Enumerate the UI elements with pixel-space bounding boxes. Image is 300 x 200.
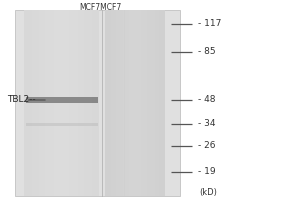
Bar	[112, 10, 114, 196]
Bar	[138, 10, 140, 196]
Bar	[50, 10, 52, 196]
Bar	[134, 10, 135, 196]
Bar	[76, 10, 78, 196]
Bar	[58, 10, 60, 196]
Bar	[110, 10, 111, 196]
Bar	[88, 10, 90, 196]
Bar	[160, 10, 162, 196]
Bar	[146, 10, 147, 196]
Bar	[158, 10, 159, 196]
Bar	[86, 10, 88, 196]
Bar	[75, 10, 76, 196]
Bar	[32, 10, 33, 196]
Bar	[147, 10, 148, 196]
Bar	[78, 10, 80, 196]
Bar	[156, 10, 158, 196]
Bar	[111, 10, 112, 196]
Bar	[93, 10, 95, 196]
Text: (kD): (kD)	[200, 188, 217, 198]
Bar	[15, 10, 180, 196]
Bar	[54, 10, 56, 196]
Bar	[135, 10, 136, 196]
Bar	[105, 10, 106, 196]
Bar	[105, 10, 165, 196]
Bar	[71, 10, 73, 196]
Bar	[129, 10, 130, 196]
Bar	[67, 10, 69, 196]
Bar	[122, 10, 123, 196]
Bar	[90, 10, 92, 196]
Bar	[116, 10, 117, 196]
Bar	[148, 10, 150, 196]
Bar	[106, 10, 108, 196]
Bar	[46, 10, 48, 196]
Bar	[124, 10, 126, 196]
Text: - 26: - 26	[198, 142, 215, 150]
Bar	[43, 10, 45, 196]
Bar	[73, 10, 75, 196]
Bar	[60, 10, 61, 196]
Bar	[35, 10, 37, 196]
Bar	[48, 10, 50, 196]
Text: - 48: - 48	[198, 96, 215, 104]
Bar	[65, 10, 67, 196]
Bar	[69, 10, 71, 196]
Bar	[26, 97, 98, 103]
Bar	[128, 10, 129, 196]
Bar	[142, 10, 144, 196]
Bar	[118, 10, 120, 196]
Bar	[117, 10, 118, 196]
Bar	[154, 10, 156, 196]
Bar	[140, 10, 141, 196]
Bar	[26, 122, 98, 126]
Bar	[84, 10, 86, 196]
Bar	[95, 10, 97, 196]
Bar	[126, 10, 128, 196]
Bar	[141, 10, 142, 196]
Bar	[33, 10, 35, 196]
Bar	[56, 10, 58, 196]
Bar	[37, 10, 39, 196]
Bar	[144, 10, 146, 196]
Text: - 85: - 85	[198, 47, 216, 56]
Bar	[153, 10, 154, 196]
Bar	[61, 10, 63, 196]
Bar	[63, 10, 65, 196]
Bar	[41, 10, 43, 196]
Bar	[159, 10, 160, 196]
Bar	[150, 10, 152, 196]
Bar	[26, 10, 28, 196]
Text: TBL2--: TBL2--	[8, 95, 36, 104]
Bar	[97, 10, 99, 196]
Bar	[130, 10, 132, 196]
Text: - 19: - 19	[198, 168, 216, 176]
Text: - 34: - 34	[198, 119, 215, 129]
Bar	[45, 10, 46, 196]
Bar	[28, 10, 30, 196]
Text: - 117: - 117	[198, 20, 221, 28]
Bar	[52, 10, 54, 196]
Bar	[123, 10, 124, 196]
Bar	[164, 10, 165, 196]
Bar	[136, 10, 138, 196]
Bar	[92, 10, 93, 196]
Bar	[82, 10, 84, 196]
Bar	[24, 10, 99, 196]
Bar	[132, 10, 134, 196]
Bar	[24, 10, 26, 196]
Bar	[152, 10, 153, 196]
Bar	[162, 10, 164, 196]
Bar	[30, 10, 32, 196]
Bar	[108, 10, 110, 196]
Bar	[114, 10, 116, 196]
Bar	[80, 10, 82, 196]
Bar	[39, 10, 41, 196]
Text: MCF7MCF7: MCF7MCF7	[80, 3, 122, 12]
Bar	[120, 10, 122, 196]
